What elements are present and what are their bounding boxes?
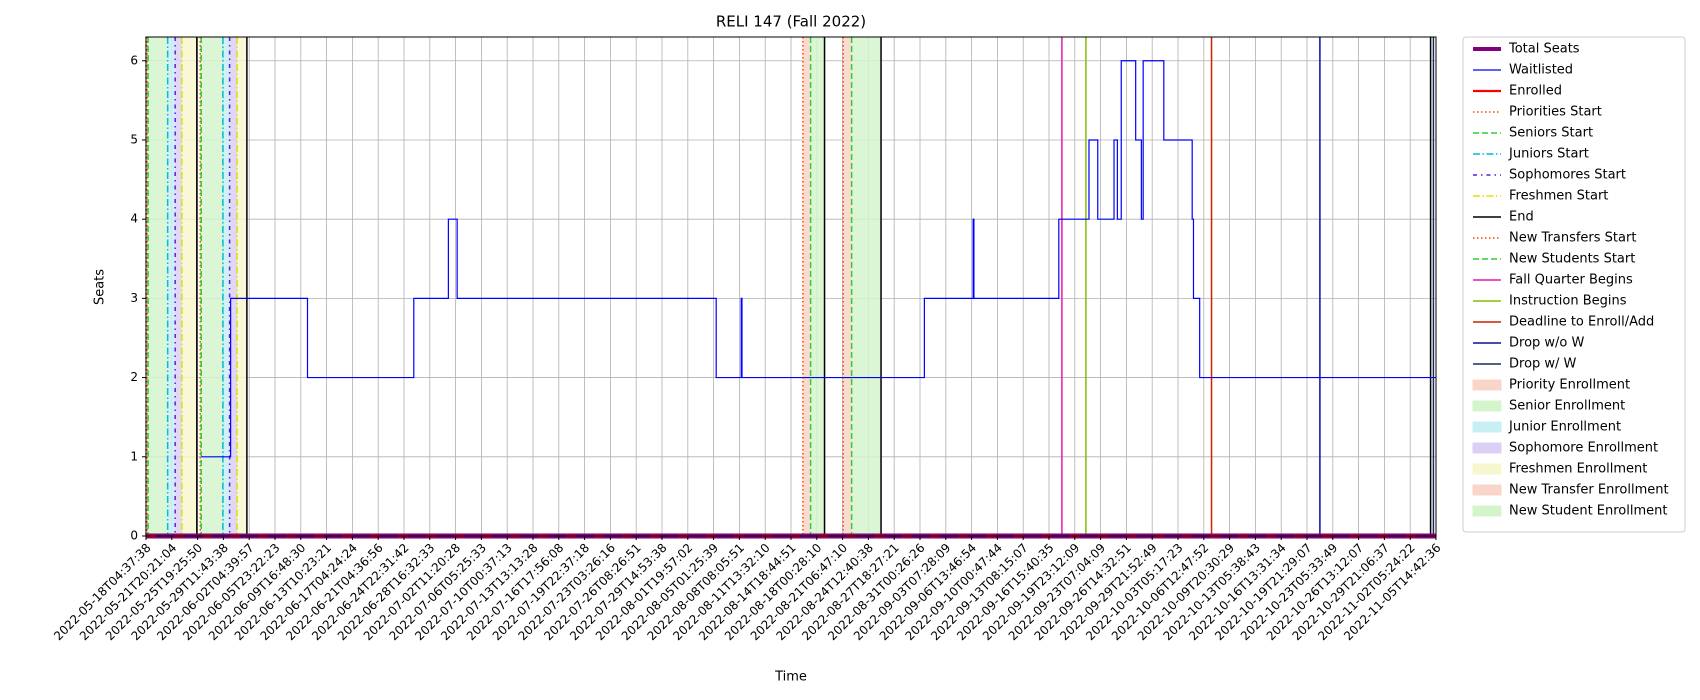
axes: 2022-05-18T04:37:382022-05-21T20:21:0420…	[51, 36, 1444, 643]
period-span	[851, 37, 882, 536]
legend-label: Enrolled	[1509, 84, 1562, 99]
legend-swatch	[1472, 505, 1502, 517]
legend-label: Drop w/ W	[1509, 357, 1577, 372]
y-tick-label: 3	[130, 291, 138, 305]
series-line	[201, 60, 1436, 458]
legend-box	[1462, 36, 1686, 533]
legend-swatch	[1472, 379, 1502, 391]
legend-label: Junior Enrollment	[1508, 420, 1621, 435]
legend-label: Priorities Start	[1509, 105, 1602, 120]
period-span	[148, 37, 168, 536]
period-span	[222, 37, 230, 536]
period-span	[843, 37, 852, 536]
legend-label: Priority Enrollment	[1509, 378, 1630, 393]
y-tick-label: 0	[130, 529, 138, 543]
plot-frame	[145, 36, 1437, 537]
legend-label: New Students Start	[1509, 252, 1635, 267]
y-tick-label: 4	[130, 212, 138, 226]
period-span	[167, 37, 176, 536]
period-span	[201, 37, 223, 536]
legend-label: Fall Quarter Begins	[1509, 273, 1633, 288]
legend-label: Drop w/o W	[1509, 336, 1585, 351]
legend-swatch	[1472, 484, 1502, 496]
legend-swatch	[1472, 463, 1502, 475]
period-span	[802, 37, 811, 536]
legend-label: Sophomore Enrollment	[1509, 441, 1658, 456]
legend: Total Seats Waitlisted Enrolled Priorities …	[1462, 36, 1686, 533]
chart-title: RELI 147 (Fall 2022)	[716, 13, 866, 31]
legend-label: New Transfers Start	[1509, 231, 1636, 246]
legend-swatch	[1472, 442, 1502, 454]
y-tick-label: 2	[130, 370, 138, 384]
legend-label: Senior Enrollment	[1509, 399, 1625, 414]
legend-label: Waitlisted	[1509, 63, 1573, 78]
legend-label: Sophomores Start	[1509, 168, 1626, 183]
legend-label: Freshmen Enrollment	[1509, 462, 1647, 477]
period-span	[181, 37, 197, 536]
period-span	[810, 37, 825, 536]
legend-label: Instruction Begins	[1509, 294, 1627, 309]
y-axis-label: Seats	[93, 269, 108, 305]
period-span	[229, 37, 238, 536]
legend-label: Deadline to Enroll/Add	[1509, 315, 1654, 330]
legend-label: New Student Enrollment	[1509, 504, 1667, 519]
period-span	[175, 37, 182, 536]
legend-swatch	[1472, 421, 1502, 433]
grid	[145, 37, 1437, 537]
legend-label: Seniors Start	[1509, 126, 1593, 141]
x-axis-label: Time	[774, 670, 807, 685]
legend-label: End	[1509, 210, 1534, 225]
y-tick-label: 1	[130, 449, 138, 463]
y-tick-label: 6	[130, 53, 138, 67]
legend-swatch	[1472, 400, 1502, 412]
legend-label: Juniors Start	[1508, 147, 1589, 162]
period-span	[237, 37, 247, 536]
legend-label: New Transfer Enrollment	[1509, 483, 1669, 498]
legend-label: Freshmen Start	[1509, 189, 1608, 204]
y-tick-label: 5	[130, 132, 138, 146]
legend-label: Total Seats	[1508, 42, 1580, 57]
